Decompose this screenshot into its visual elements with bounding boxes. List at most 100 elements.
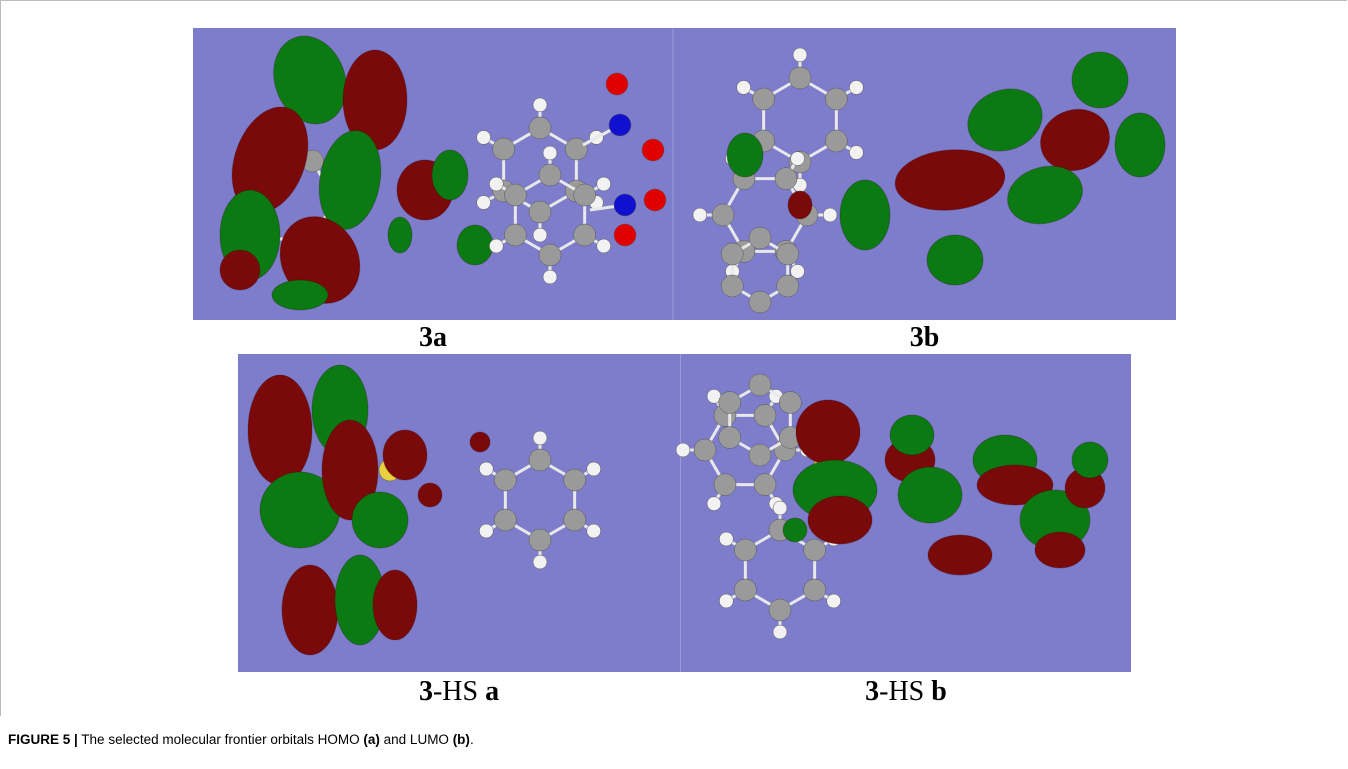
text-run: FIGURE 5 | [8, 732, 78, 747]
atom [574, 184, 596, 206]
orbital-lobe [383, 430, 427, 480]
atom [712, 204, 734, 226]
atom [827, 594, 841, 608]
atom [749, 291, 771, 313]
orbital-lobe [272, 280, 328, 310]
text-run: 3 [419, 676, 433, 707]
atom [533, 228, 547, 242]
atom [721, 275, 743, 297]
text-run: and LUMO [380, 732, 453, 747]
orbital-lobe [282, 565, 338, 655]
atom [773, 501, 787, 515]
atom [543, 146, 557, 160]
figure-image [0, 0, 1348, 716]
atom [494, 469, 516, 491]
atom [587, 462, 601, 476]
atom [734, 579, 756, 601]
text-run: . [470, 732, 474, 747]
atom [529, 529, 551, 551]
atom [737, 80, 751, 94]
atom [749, 444, 771, 466]
atom [494, 509, 516, 531]
text-run: -HS [433, 676, 485, 707]
orbital-lobe [890, 415, 934, 455]
atom [529, 117, 551, 139]
panel-label: 3b [673, 322, 1176, 354]
orbital-lobe [796, 400, 860, 464]
orbital-lobe [418, 483, 442, 507]
orbital-lobe [1072, 442, 1108, 478]
text-run: b [931, 676, 947, 707]
text-run: 3a [419, 322, 447, 353]
atom [849, 80, 863, 94]
orbital-lobe [432, 150, 468, 200]
atom [564, 469, 586, 491]
atom [791, 152, 805, 166]
orbital-lobe [457, 225, 493, 265]
atom [777, 275, 799, 297]
atom [614, 194, 636, 216]
atom [504, 224, 526, 246]
atom [597, 239, 611, 253]
orbital-lobe [1115, 113, 1165, 177]
atom [609, 114, 631, 136]
atom [493, 138, 515, 160]
atom [565, 138, 587, 160]
atom [539, 164, 561, 186]
atom [504, 184, 526, 206]
atom [676, 443, 690, 457]
orbital-lobe [788, 191, 812, 219]
text-run: a [485, 676, 499, 707]
atom [754, 404, 776, 426]
atom [533, 98, 547, 112]
atom [479, 524, 493, 538]
atom [719, 532, 733, 546]
orbital-lobe [727, 133, 763, 177]
text-run: (a) [363, 732, 380, 747]
atom [775, 168, 797, 190]
atom [693, 208, 707, 222]
orbital-lobe [388, 217, 412, 253]
text-run: 3b [910, 322, 940, 353]
orbital-lobe [470, 432, 490, 452]
atom [714, 474, 736, 496]
panel-label: 3-HS a [238, 676, 680, 708]
figure-page: 3a 3b 3-HS a 3-HS b FIGURE 5 | The selec… [0, 0, 1348, 769]
text-run: -HS [879, 676, 931, 707]
atom [644, 189, 666, 211]
atom [477, 196, 491, 210]
text-run: (b) [453, 732, 470, 747]
orbital-lobe [928, 535, 992, 575]
orbital-lobe [373, 570, 417, 640]
atom [825, 130, 847, 152]
atom [849, 146, 863, 160]
atom [749, 374, 771, 396]
atom [804, 579, 826, 601]
atom [825, 88, 847, 110]
atom [694, 439, 716, 461]
atom [779, 392, 801, 414]
atom [606, 73, 628, 95]
atom [587, 524, 601, 538]
orbital-lobe [1035, 532, 1085, 568]
atom [721, 243, 743, 265]
atom [753, 88, 775, 110]
atom [754, 474, 776, 496]
text-run: 3 [865, 676, 879, 707]
atom [533, 431, 547, 445]
atom [823, 208, 837, 222]
atom [793, 48, 807, 62]
orbital-lobe [927, 235, 983, 285]
atom [564, 509, 586, 531]
atom [734, 539, 756, 561]
atom [769, 599, 791, 621]
atom [707, 497, 721, 511]
atom [719, 594, 733, 608]
atom [489, 239, 503, 253]
atom [719, 427, 741, 449]
atom [539, 244, 561, 266]
atom [773, 625, 787, 639]
atom [642, 139, 664, 161]
atom [489, 177, 503, 191]
atom [719, 392, 741, 414]
